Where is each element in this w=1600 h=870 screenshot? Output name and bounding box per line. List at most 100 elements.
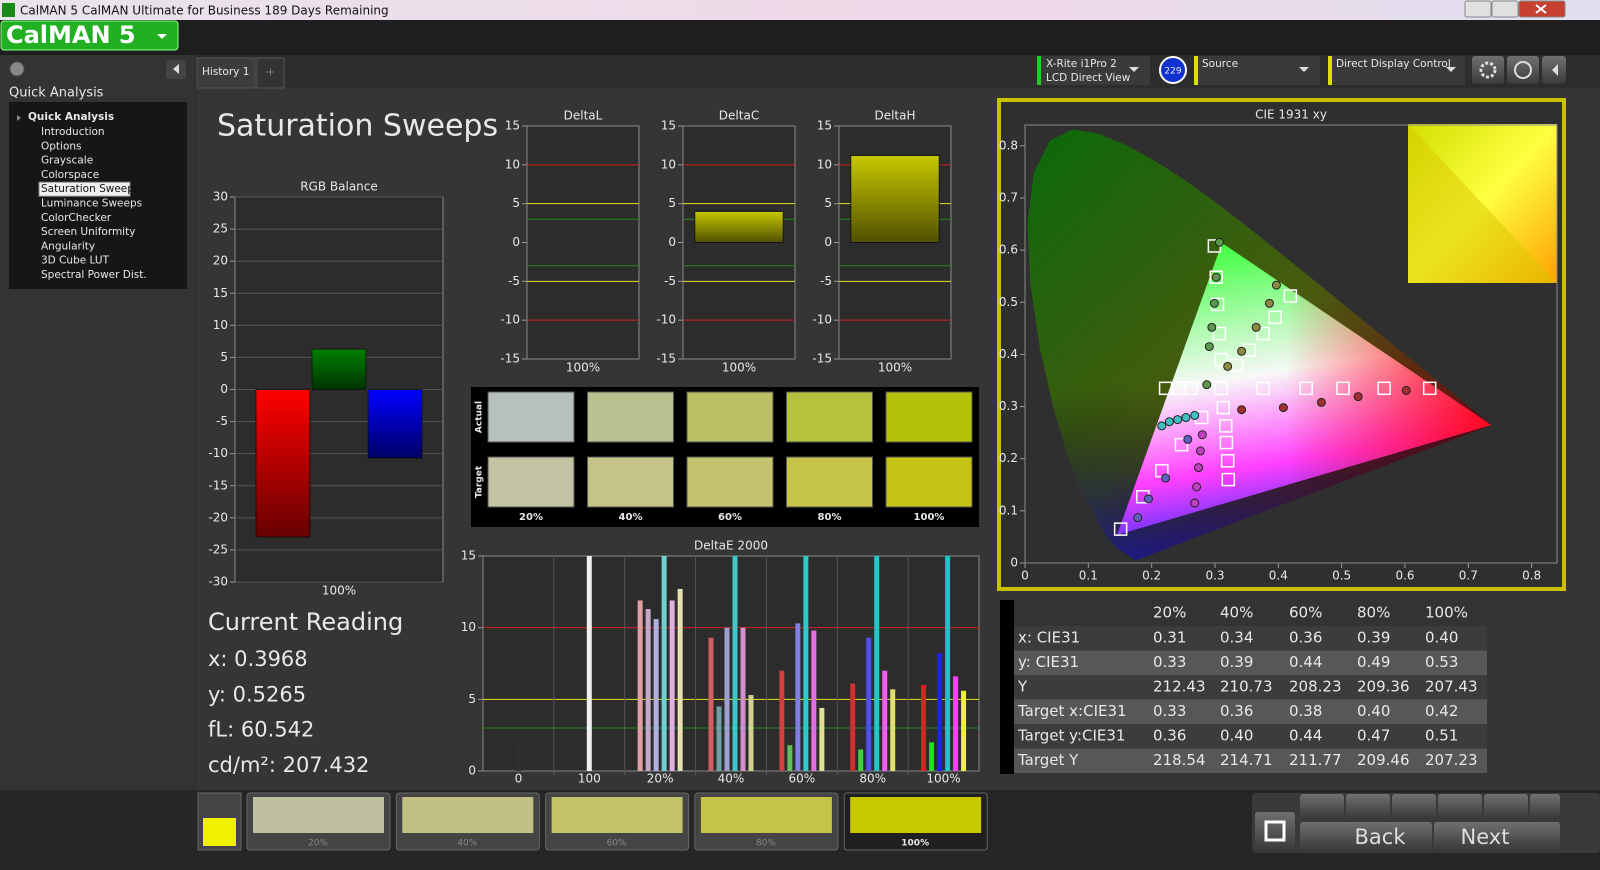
table-row [1014, 748, 1487, 773]
chart-title: CIE 1931 xy [1255, 108, 1327, 122]
target-point [1336, 381, 1350, 396]
table-cell: 0.36 [1220, 702, 1253, 720]
row-label: Target [475, 465, 485, 498]
y-tick-label: 5 [468, 692, 476, 706]
help-button[interactable] [1507, 56, 1539, 84]
bar [716, 706, 722, 771]
swatch-color [850, 797, 982, 833]
bar [866, 637, 872, 771]
y-tick-label: 15 [505, 119, 520, 133]
maximize-button[interactable] [1491, 0, 1519, 18]
display-box[interactable] [1328, 56, 1465, 85]
table-cell: 209.46 [1357, 751, 1410, 769]
back-label: Back [1355, 825, 1407, 849]
y-tick-label: -10 [208, 446, 228, 460]
bar [803, 556, 809, 771]
x-tick-label: 0.5 [1332, 569, 1351, 583]
target-point [1422, 381, 1437, 396]
y-tick-label: 0.5 [999, 295, 1018, 309]
bar-shade [850, 155, 940, 243]
tree-item[interactable]: Angularity [41, 240, 95, 252]
bar [890, 689, 896, 771]
target-swatch [487, 456, 575, 508]
chart-title: RGB Balance [300, 180, 378, 194]
measured-point [1223, 361, 1233, 371]
row-header: Target x:CIE31 [1017, 702, 1127, 720]
column-label: 80% [818, 512, 842, 523]
meter-box[interactable] [1037, 56, 1150, 85]
y-tick-label: 25 [213, 222, 228, 236]
control-button[interactable] [1438, 794, 1482, 818]
tree-item[interactable]: Screen Uniformity [41, 226, 135, 238]
settings-icon [1479, 61, 1497, 79]
tree-item[interactable]: Luminance Sweeps [41, 198, 142, 210]
tab[interactable] [196, 57, 256, 89]
control-button[interactable] [1392, 794, 1436, 818]
minimize-button[interactable] [1464, 0, 1492, 18]
table-cell: 207.23 [1425, 751, 1478, 769]
meter-badge[interactable] [1159, 56, 1187, 84]
target-point [1268, 310, 1282, 325]
target-swatch [587, 456, 674, 508]
panel-button[interactable] [9, 61, 25, 77]
bar [661, 556, 667, 771]
tree-item[interactable]: Introduction [41, 126, 105, 138]
tree-item[interactable]: 3D Cube LUT [41, 255, 110, 267]
next-button[interactable] [1434, 822, 1560, 850]
stop-icon [1264, 820, 1286, 842]
control-button[interactable] [1484, 794, 1528, 818]
tree-root: Quick Analysis [28, 111, 114, 123]
bar [819, 707, 825, 771]
tree-item[interactable]: Grayscale [41, 155, 93, 167]
table-cell: 0.49 [1357, 653, 1390, 671]
page-title: Saturation Sweeps [217, 109, 498, 144]
bar-shade [255, 389, 310, 538]
stop-button[interactable] [1255, 812, 1295, 850]
target-point [1209, 270, 1224, 285]
bar [929, 742, 935, 771]
tree-item[interactable]: Options [41, 140, 82, 152]
settings-button[interactable] [1472, 56, 1504, 84]
chart-title: DeltaL [564, 109, 603, 123]
back-button[interactable] [1300, 822, 1432, 850]
title-bar [0, 0, 1600, 20]
swatch-color [402, 797, 534, 833]
y-tick-label: 0.6 [999, 243, 1018, 257]
tree-item[interactable]: Spectral Power Dist. [41, 269, 147, 281]
display-label: Direct Display Control [1336, 58, 1451, 70]
table-cell: 0.33 [1153, 653, 1186, 671]
tree-item[interactable]: ColorChecker [41, 212, 112, 224]
target-point [1283, 289, 1298, 303]
y-tick-label: 5 [824, 196, 832, 210]
source-box[interactable] [1194, 56, 1320, 85]
target-point [1299, 381, 1313, 396]
logo-button[interactable] [0, 20, 179, 51]
top-bar [0, 20, 1600, 55]
bar [787, 745, 793, 771]
target-point [1256, 326, 1270, 341]
table-cell: 207.43 [1425, 678, 1478, 696]
plot-area [1024, 124, 1558, 564]
collapse-icon [173, 64, 179, 74]
x-tick-label: 60% [789, 772, 816, 786]
tree-item[interactable]: Saturation Sweeps [41, 183, 139, 195]
x-tick-label: 0.7 [1459, 569, 1478, 583]
bar [937, 653, 943, 771]
actual-swatch [487, 391, 575, 443]
bar [858, 749, 864, 771]
control-button[interactable] [1346, 794, 1390, 818]
x-tick-label: 100% [722, 361, 756, 375]
reading-line: fL: 60.542 [208, 718, 314, 742]
column-label: 60% [718, 512, 742, 523]
tree-item[interactable]: Colorspace [41, 169, 99, 181]
control-button[interactable] [1530, 794, 1560, 818]
target-point [1219, 435, 1234, 450]
y-tick-label: -30 [208, 575, 228, 589]
x-tick-label: 0 [1021, 569, 1029, 583]
bar [653, 619, 659, 771]
control-button[interactable] [1300, 794, 1344, 818]
y-tick-label: -15 [208, 478, 228, 492]
target-point [1214, 352, 1229, 367]
target-point [1220, 454, 1235, 468]
